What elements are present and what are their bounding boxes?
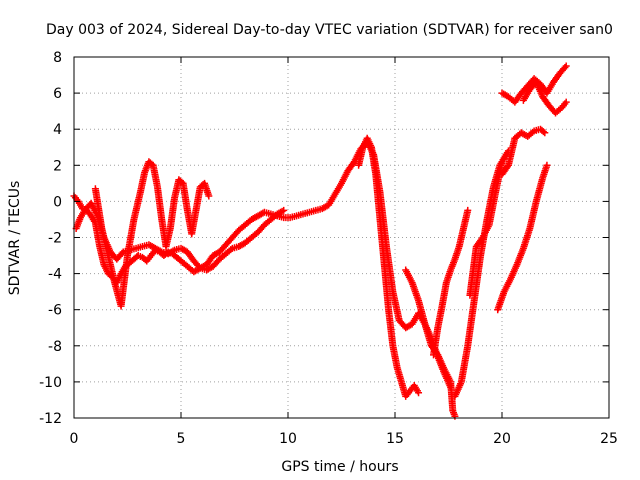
trace-marker [539,128,547,136]
y-tick-label: -10 [39,375,62,391]
x-tick-label: 15 [386,431,404,447]
data-point [543,161,551,169]
y-tick-label: 2 [53,158,62,174]
x-tick-label: 25 [600,431,618,447]
data-point [451,412,459,420]
x-tick-label: 0 [70,431,79,447]
data-point [280,206,288,214]
y-axis-title: SDTVAR / TECUs [7,181,23,296]
data-point [464,206,472,214]
x-tick-label: 10 [279,431,297,447]
trace-marker [503,163,511,171]
data-point [562,98,570,106]
y-tick-label: -6 [48,303,62,319]
y-tick-label: -8 [48,339,62,355]
points-layer [70,62,570,420]
y-tick-label: -2 [48,231,62,247]
x-tick-label: 5 [177,431,186,447]
chart-title: Day 003 of 2024, Sidereal Day-to-day VTE… [46,22,613,38]
data-point [415,389,423,397]
trace-marker [561,63,569,71]
data-point [205,192,213,200]
y-tick-label: 0 [53,194,62,210]
y-tick-label: 6 [53,86,62,102]
data-point [562,62,570,70]
y-tick-label: -4 [48,267,62,283]
y-tick-label: 8 [53,50,62,66]
x-axis-title: GPS time / hours [281,459,398,475]
ticks-layer: 0 5 10 15 20 25 -12 -10 -8 -6 -4 -2 0 2 4 6 8 [39,50,618,447]
y-tick-label: -12 [39,411,62,427]
x-tick-label: 20 [493,431,511,447]
data-point [541,129,549,137]
y-tick-label: 4 [53,122,62,138]
